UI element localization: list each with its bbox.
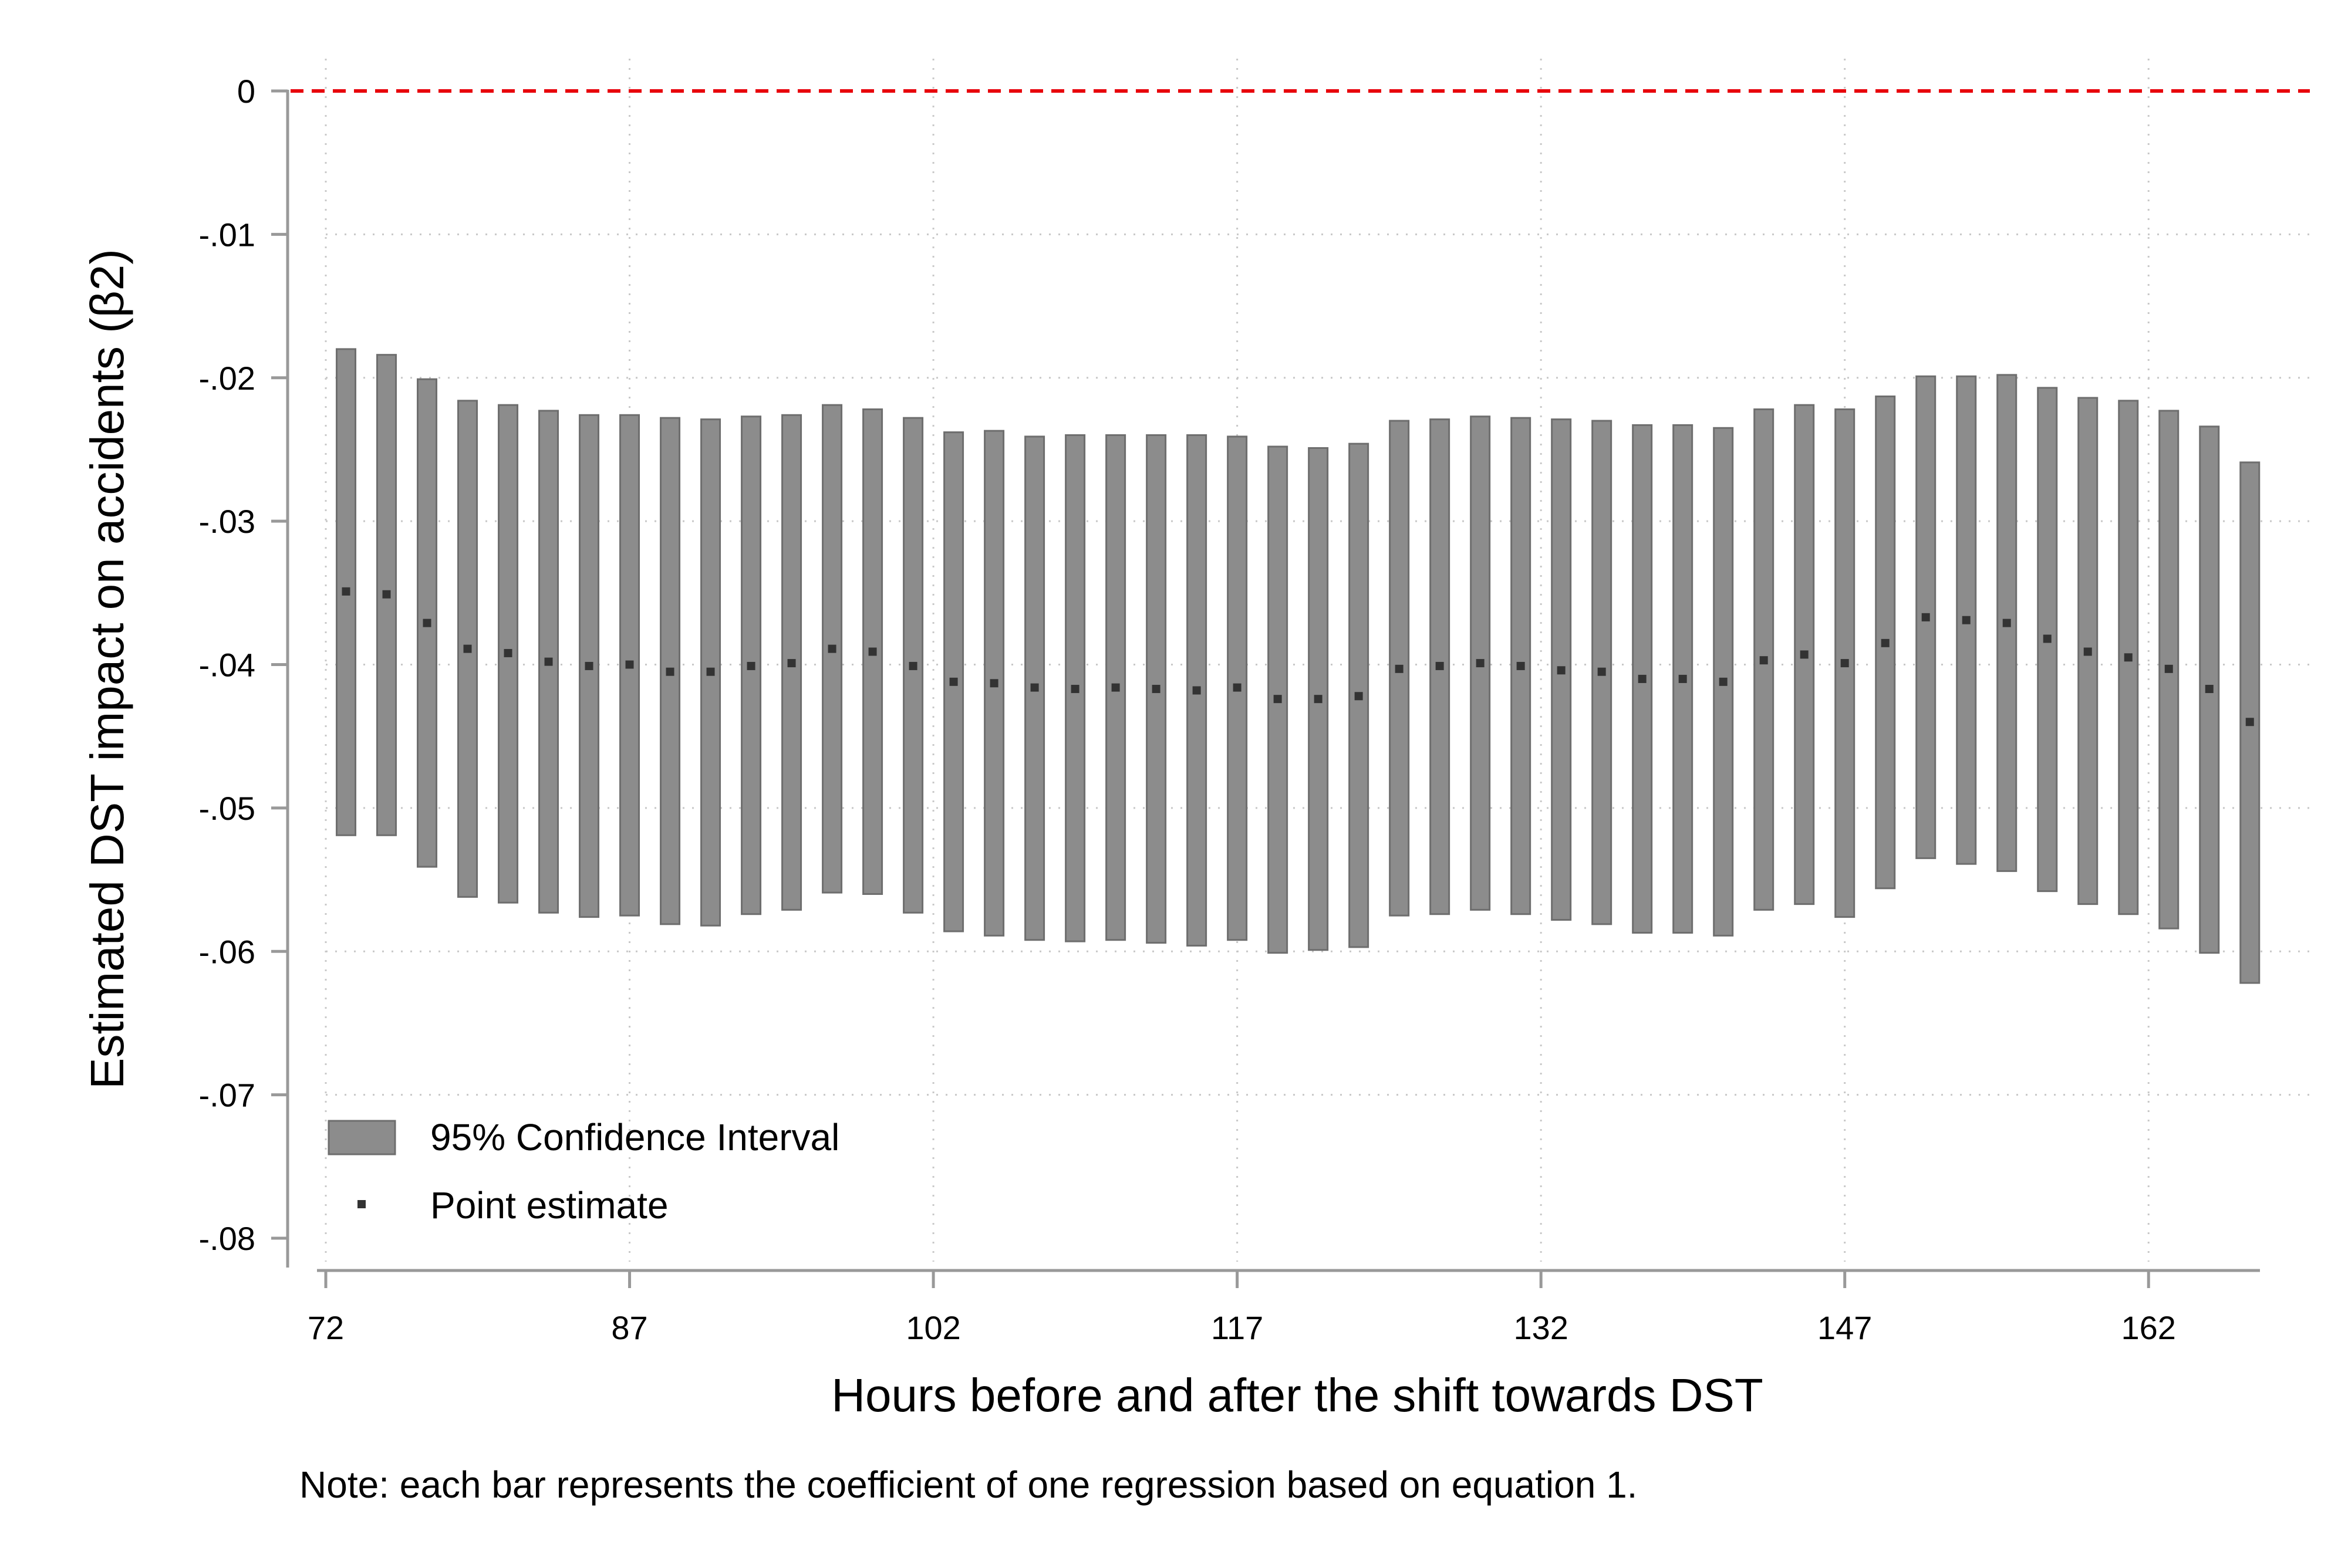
point-estimate xyxy=(1395,664,1404,673)
point-estimate xyxy=(504,648,512,657)
point-estimate xyxy=(1030,683,1039,692)
x-tick-label: 147 xyxy=(1817,1309,1872,1346)
chart-note: Note: each bar represents the coefficien… xyxy=(299,1464,1637,1506)
point-estimate xyxy=(1719,677,1728,686)
point-estimate xyxy=(423,619,431,627)
point-estimate xyxy=(382,590,391,599)
point-estimate xyxy=(1759,656,1768,665)
point-estimate xyxy=(1354,692,1363,701)
x-tick-label: 132 xyxy=(1513,1309,1568,1346)
y-tick-labels: 0 -.01 -.02 -.03 -.04 -.05 -.06 -.07 -.08 xyxy=(199,73,256,1257)
point-estimate xyxy=(1111,683,1120,692)
point-estimate xyxy=(2083,647,2092,656)
point-estimate xyxy=(1557,666,1566,675)
legend-label-confidence-interval: 95% Confidence Interval xyxy=(430,1116,839,1158)
point-estimate xyxy=(1638,674,1647,683)
point-estimate xyxy=(1921,613,1930,621)
point-estimate xyxy=(990,679,998,688)
x-tick-label: 117 xyxy=(1211,1309,1263,1346)
point-estimate xyxy=(1881,638,1890,647)
point-estimates xyxy=(342,587,2254,726)
x-tick-label: 87 xyxy=(611,1309,647,1346)
point-estimate xyxy=(1476,659,1485,668)
point-estimate xyxy=(2164,664,2173,673)
x-tick-label: 162 xyxy=(2121,1309,2176,1346)
point-estimate xyxy=(1071,685,1079,694)
point-estimate xyxy=(1314,695,1323,704)
point-estimate xyxy=(2245,718,2254,726)
point-estimate xyxy=(1962,616,1971,624)
legend-swatch-confidence-interval xyxy=(328,1120,396,1155)
axes xyxy=(271,89,2260,1288)
y-tick-label: -.07 xyxy=(199,1077,256,1114)
point-estimate xyxy=(868,647,877,656)
point-estimate xyxy=(1233,683,1242,692)
point-estimate xyxy=(2043,634,2052,643)
point-estimate xyxy=(787,659,796,668)
y-tick-label: -.08 xyxy=(199,1220,256,1257)
point-estimate xyxy=(1435,661,1444,670)
ci-bar xyxy=(943,431,964,932)
ci-bar xyxy=(579,414,600,918)
point-estimate xyxy=(909,661,917,670)
y-tick-label: -.02 xyxy=(199,360,256,397)
point-estimate xyxy=(828,644,836,653)
point-estimate xyxy=(1152,685,1160,694)
point-estimate xyxy=(1192,686,1201,695)
y-tick-label: -.01 xyxy=(199,216,256,253)
x-tick-label: 102 xyxy=(906,1309,960,1346)
point-estimate xyxy=(1516,661,1525,670)
y-tick-label: 0 xyxy=(237,73,255,110)
y-tick-label: -.03 xyxy=(199,503,256,540)
confidence-interval-bars xyxy=(336,348,2261,984)
point-estimate xyxy=(1678,674,1687,683)
point-estimate xyxy=(463,644,472,653)
x-tick-labels: 72 87 102 117 132 147 162 xyxy=(308,1309,2176,1346)
point-estimate xyxy=(1800,650,1809,659)
point-estimate xyxy=(2124,653,2133,662)
point-estimate xyxy=(544,657,553,666)
legend: 95% Confidence Interval Point estimate xyxy=(328,1116,839,1226)
point-estimate xyxy=(1597,667,1606,676)
y-axis-title: Estimated DST impact on accidents (β2) xyxy=(81,249,133,1089)
x-tick-label: 72 xyxy=(308,1309,344,1346)
x-axis-title: Hours before and after the shift towards… xyxy=(831,1369,1763,1421)
point-estimate xyxy=(625,660,634,669)
point-estimate xyxy=(2002,619,2011,627)
y-tick-label: -.04 xyxy=(199,647,256,684)
point-estimate xyxy=(706,667,715,676)
legend-label-point-estimate: Point estimate xyxy=(430,1184,669,1226)
point-estimate xyxy=(342,587,350,596)
ci-bar xyxy=(457,400,478,898)
point-estimate xyxy=(1273,695,1282,704)
point-estimate xyxy=(747,661,755,670)
legend-swatch-point-estimate xyxy=(357,1200,366,1208)
ci-bar xyxy=(1429,418,1450,915)
point-estimate xyxy=(949,677,958,686)
point-estimate xyxy=(2205,685,2214,694)
y-tick-label: -.05 xyxy=(199,790,256,827)
point-estimate xyxy=(666,667,674,676)
point-estimate xyxy=(1840,659,1849,668)
point-estimate xyxy=(585,661,593,670)
y-tick-label: -.06 xyxy=(199,933,256,970)
